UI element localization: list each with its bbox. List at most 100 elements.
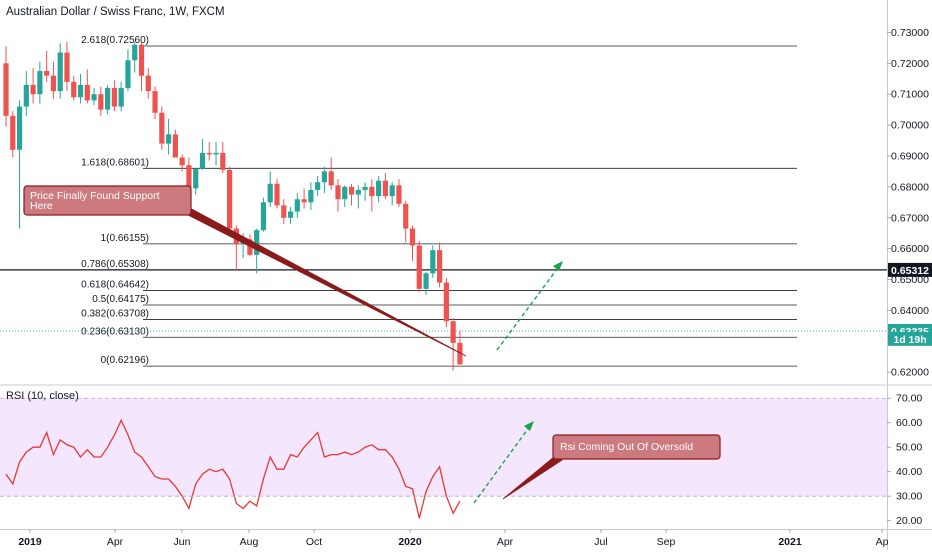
candle-body (44, 71, 50, 76)
candle-body (355, 189, 361, 195)
candle-body (152, 91, 158, 113)
rsi-tick-label: 60.00 (896, 417, 922, 429)
fib-level-label: 2.618(0.72560) (81, 35, 149, 46)
candle-body (172, 134, 178, 158)
rsi-tick-label: 30.00 (896, 491, 922, 503)
rsi-tick-label: 50.00 (896, 442, 922, 454)
candle-body (50, 75, 57, 92)
time-tick-label: Apr (497, 536, 514, 548)
candle-body (64, 52, 70, 82)
price-tag-box (888, 262, 932, 277)
price-tick-label: 0.70000 (891, 120, 929, 132)
candle-body (98, 94, 104, 110)
candle-body (166, 134, 172, 144)
price-tick-label: 0.64000 (891, 305, 929, 317)
candle-body (10, 115, 16, 150)
time-tick-label: Oct (306, 536, 322, 548)
price-tick-label: 0.68000 (891, 181, 929, 193)
candle-body (321, 171, 328, 183)
candle-body (179, 157, 185, 166)
projection-arrowhead-price (553, 261, 563, 271)
candle-body (16, 106, 23, 150)
candle-body (118, 88, 124, 107)
price-tag-text: 0.65312 (891, 265, 929, 277)
candle-body (342, 186, 348, 200)
candle-body (213, 152, 219, 155)
price-tick-label: 0.72000 (891, 58, 929, 70)
candle-body (457, 342, 463, 365)
candle-body (382, 180, 388, 197)
candle-body (23, 84, 29, 107)
annotations: Price Finally Found Support Here (23, 185, 563, 357)
fib-level-label: 0.382(0.63708) (81, 308, 149, 319)
candle-body (301, 199, 307, 203)
candle-body (254, 230, 260, 255)
time-tick-label: 2020 (398, 536, 422, 548)
fib-level-label: 1.618(0.68601) (81, 157, 149, 168)
candle-body (138, 44, 145, 76)
candle-body (186, 165, 192, 189)
fib-level-label: 0.786(0.65308) (81, 259, 149, 270)
candle-body (348, 186, 355, 195)
candle-body (450, 321, 456, 343)
time-tick-label: Aug (240, 536, 259, 548)
projection-arrow-price (496, 264, 561, 351)
candle-body (220, 152, 226, 170)
time-tick-label: 2019 (18, 536, 42, 548)
candle-body (315, 182, 321, 190)
fib-level-label: 0(0.62196) (101, 355, 149, 366)
fib-levels: 2.618(0.72560) 1.618(0.68601) 1(0.66155) 0.… (0, 35, 887, 367)
candle-body (57, 52, 63, 92)
candle-body (396, 185, 402, 204)
candle-body (369, 186, 375, 197)
candle-body (409, 228, 416, 246)
candle-body (287, 211, 294, 218)
projection-arrow-rsi (473, 425, 531, 504)
price-tick-label: 0.66000 (891, 243, 929, 255)
fib-level-label: 0.236(0.63130) (81, 326, 149, 337)
rsi-pane: Rsi Coming Out Of Oversold (0, 397, 887, 519)
time-tick-label: Sep (657, 536, 676, 548)
price-tag-text: 1d 19h (893, 334, 926, 346)
price-tick-label: 0.67000 (891, 212, 929, 224)
time-tick-label: 2021 (778, 536, 802, 548)
candle-body (416, 245, 422, 289)
candle-body (423, 273, 429, 289)
rsi-tick-label: 40.00 (896, 466, 922, 478)
price-tick-label: 0.62000 (891, 367, 929, 379)
rsi-tick-label: 70.00 (896, 393, 922, 405)
time-tick-label: Ap (876, 536, 889, 548)
candle-body (84, 84, 90, 101)
rsi-tick-label: 20.00 (896, 515, 922, 527)
time-tick-label: Jun (174, 536, 191, 548)
fib-level-label: 0.618(0.64642) (81, 280, 149, 291)
candle-body (376, 180, 382, 197)
candle-body (281, 205, 287, 218)
price-callout-box (23, 185, 192, 216)
price-tick-label: 0.65000 (891, 274, 929, 286)
rsi-callout-box (552, 434, 721, 460)
candle-body (308, 189, 314, 203)
candles (3, 41, 463, 371)
candle-body (111, 88, 117, 107)
candle-body (206, 152, 212, 155)
candle-body (260, 202, 267, 231)
price-tick-label: 0.71000 (891, 89, 929, 101)
candle-body (328, 171, 334, 186)
candle-body (430, 250, 436, 274)
rsi-line (5, 418, 461, 519)
candle-body (267, 183, 273, 203)
candle-body (105, 88, 111, 110)
rsi-label: RSI (10, close) (6, 390, 79, 402)
candle-body (199, 152, 206, 169)
candle-body (403, 203, 409, 229)
candle-body (30, 84, 36, 95)
candle-body (362, 186, 368, 190)
rsi-callout-text: Rsi Coming Out Of Oversold (560, 441, 693, 453)
candle-body (274, 183, 280, 206)
fib-level-label: 1(0.66155) (101, 233, 149, 244)
candle-body (247, 239, 253, 255)
